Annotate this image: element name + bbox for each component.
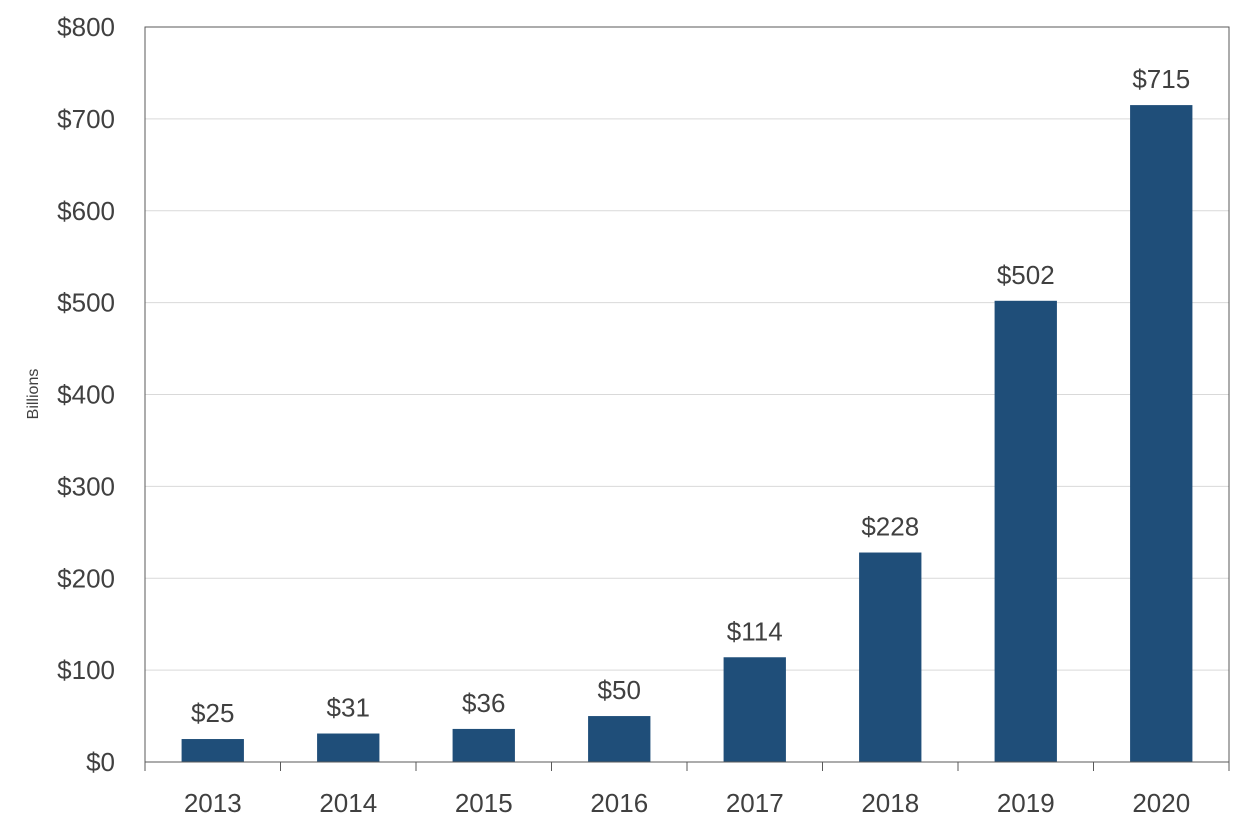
y-tick-labels: $0 $100 $200 $300 $400 $500 $600 $700 $800 (57, 12, 115, 777)
y-axis-label: Billions (25, 369, 42, 420)
bars (181, 105, 1193, 762)
data-labels: $25 $31 $36 $50 $114 $228 $502 $715 (191, 64, 1190, 728)
bar (994, 300, 1057, 762)
x-tick-label: 2015 (455, 788, 513, 818)
x-tick-label: 2013 (184, 788, 242, 818)
y-tick-label: $400 (57, 380, 115, 410)
gridlines (145, 118, 1229, 671)
x-tick-labels: 2013 2014 2015 2016 2017 2018 2019 2020 (184, 788, 1190, 818)
y-tick-label: $200 (57, 563, 115, 593)
bar (588, 716, 651, 762)
x-tick-label: 2014 (319, 788, 377, 818)
y-tick-label: $300 (57, 471, 115, 501)
y-tick-label: $600 (57, 196, 115, 226)
bar (1130, 105, 1193, 762)
data-label: $36 (462, 688, 505, 718)
x-tick-label: 2017 (726, 788, 784, 818)
bar (317, 733, 380, 762)
bar (181, 739, 244, 762)
bar (723, 657, 786, 762)
x-tick-label: 2016 (590, 788, 648, 818)
data-label: $114 (727, 616, 783, 646)
x-tick-label: 2019 (997, 788, 1055, 818)
x-tick-label: 2018 (861, 788, 919, 818)
bar (452, 728, 515, 762)
data-label: $31 (327, 693, 370, 723)
y-tick-label: $0 (86, 747, 115, 777)
data-label: $715 (1132, 64, 1190, 94)
y-tick-label: $700 (57, 104, 115, 134)
data-label: $50 (598, 675, 641, 705)
bar (859, 552, 922, 762)
data-label: $25 (191, 698, 234, 728)
data-label: $502 (997, 260, 1055, 290)
data-label: $228 (861, 512, 919, 542)
y-tick-label: $100 (57, 655, 115, 685)
axes (144, 26, 1230, 771)
y-tick-label: $800 (57, 12, 115, 42)
x-tick-label: 2020 (1132, 788, 1190, 818)
y-tick-label: $500 (57, 288, 115, 318)
